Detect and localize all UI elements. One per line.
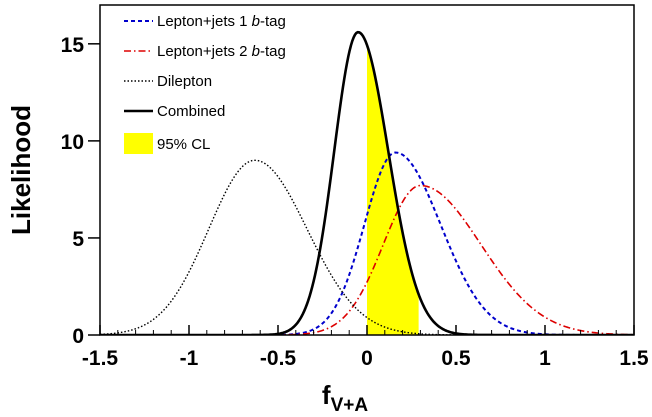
legend-label-2-suffix: -tag xyxy=(260,43,286,60)
x-tick-label: -1 xyxy=(180,347,199,370)
x-tick-label: -0.5 xyxy=(260,347,297,370)
y-axis: 0 5 10 15 xyxy=(61,34,100,348)
series-combined-curve xyxy=(100,30,634,335)
x-axis-title: fV+A xyxy=(322,380,368,416)
confidence-band-95cl xyxy=(367,45,419,335)
y-axis-title: Likelihood xyxy=(6,105,36,235)
x-axis-title-subscript: V+A xyxy=(331,395,369,416)
y-tick-label: 0 xyxy=(72,325,84,348)
legend-label-1-italic: b xyxy=(252,13,260,30)
legend-label-1-prefix: Lepton+jets 1 xyxy=(157,13,252,30)
x-tick-label: 1 xyxy=(539,347,551,370)
legend: Lepton+jets 1 b-tag Lepton+jets 2 b-tag … xyxy=(124,13,286,154)
x-tick-label: 1.5 xyxy=(619,347,649,370)
y-tick-label: 5 xyxy=(72,228,84,251)
legend-label-95cl: 95% CL xyxy=(157,136,210,153)
series-dilepton-curve xyxy=(100,159,634,335)
legend-label-2-italic: b xyxy=(252,43,260,60)
x-tick-label: 0 xyxy=(361,347,373,370)
y-tick-label: 10 xyxy=(61,131,84,154)
x-axis: -1.5 -1 -0.5 0 0.5 1 1.5 xyxy=(82,325,649,370)
legend-label-lepton-jets-2btag: Lepton+jets 2 b-tag xyxy=(157,43,286,60)
x-tick-label: -1.5 xyxy=(82,347,119,370)
legend-label-dilepton: Dilepton xyxy=(157,73,212,90)
legend-label-1-suffix: -tag xyxy=(260,13,286,30)
legend-label-lepton-jets-1btag: Lepton+jets 1 b-tag xyxy=(157,13,286,30)
y-tick-label: 15 xyxy=(61,34,85,57)
x-axis-title-main: f xyxy=(322,380,331,410)
series-lepton-jets-2btag-curve xyxy=(100,184,634,335)
legend-swatch-95cl xyxy=(124,133,153,154)
legend-label-2-prefix: Lepton+jets 2 xyxy=(157,43,252,60)
legend-label-combined: Combined xyxy=(157,103,225,120)
x-tick-label: 0.5 xyxy=(441,347,471,370)
